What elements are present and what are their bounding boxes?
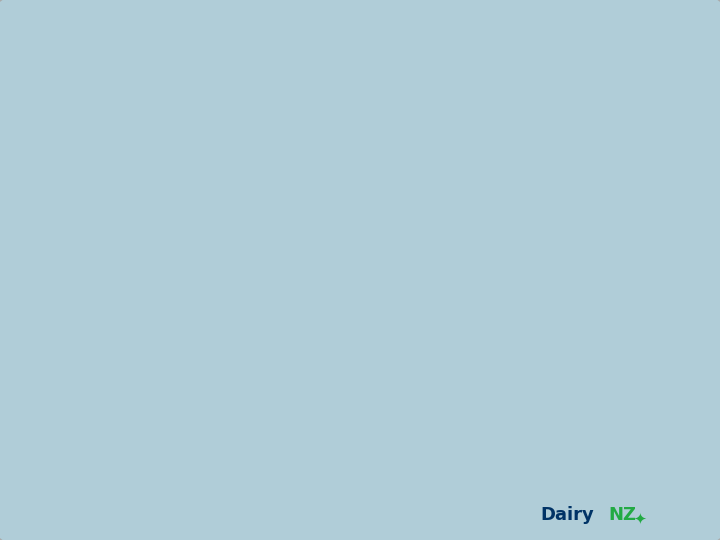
Text: $ 4,200: $ 4,200: [316, 192, 361, 205]
Bar: [471, 218, 504, 417]
Text: $ 4,400: $ 4,400: [166, 181, 211, 195]
Bar: [322, 207, 355, 417]
Legend: Gord, Ave, top 20%: Gord, Ave, top 20%: [149, 87, 469, 118]
Text: $ 4,100: $ 4,100: [534, 197, 579, 210]
Text: $ 2,800: $ 2,800: [201, 261, 246, 274]
Bar: [241, 187, 274, 417]
Bar: [390, 160, 423, 417]
Bar: [540, 212, 573, 417]
Bar: [505, 282, 539, 417]
Text: NZ: NZ: [608, 506, 636, 524]
Y-axis label: Operating profit, $/ha: Operating profit, $/ha: [50, 165, 68, 370]
Bar: [172, 198, 205, 417]
Text: $ 2,700: $ 2,700: [500, 267, 544, 280]
Text: $ 4,000: $ 4,000: [465, 201, 510, 215]
Text: ✦: ✦: [634, 511, 647, 526]
Text: $ 4,600: $ 4,600: [235, 172, 280, 185]
Text: $ 3,050: $ 3,050: [351, 249, 395, 262]
Bar: [207, 277, 240, 417]
Bar: [356, 265, 389, 417]
Text: $ 5,150: $ 5,150: [384, 144, 429, 157]
Text: Dairy: Dairy: [540, 506, 594, 524]
